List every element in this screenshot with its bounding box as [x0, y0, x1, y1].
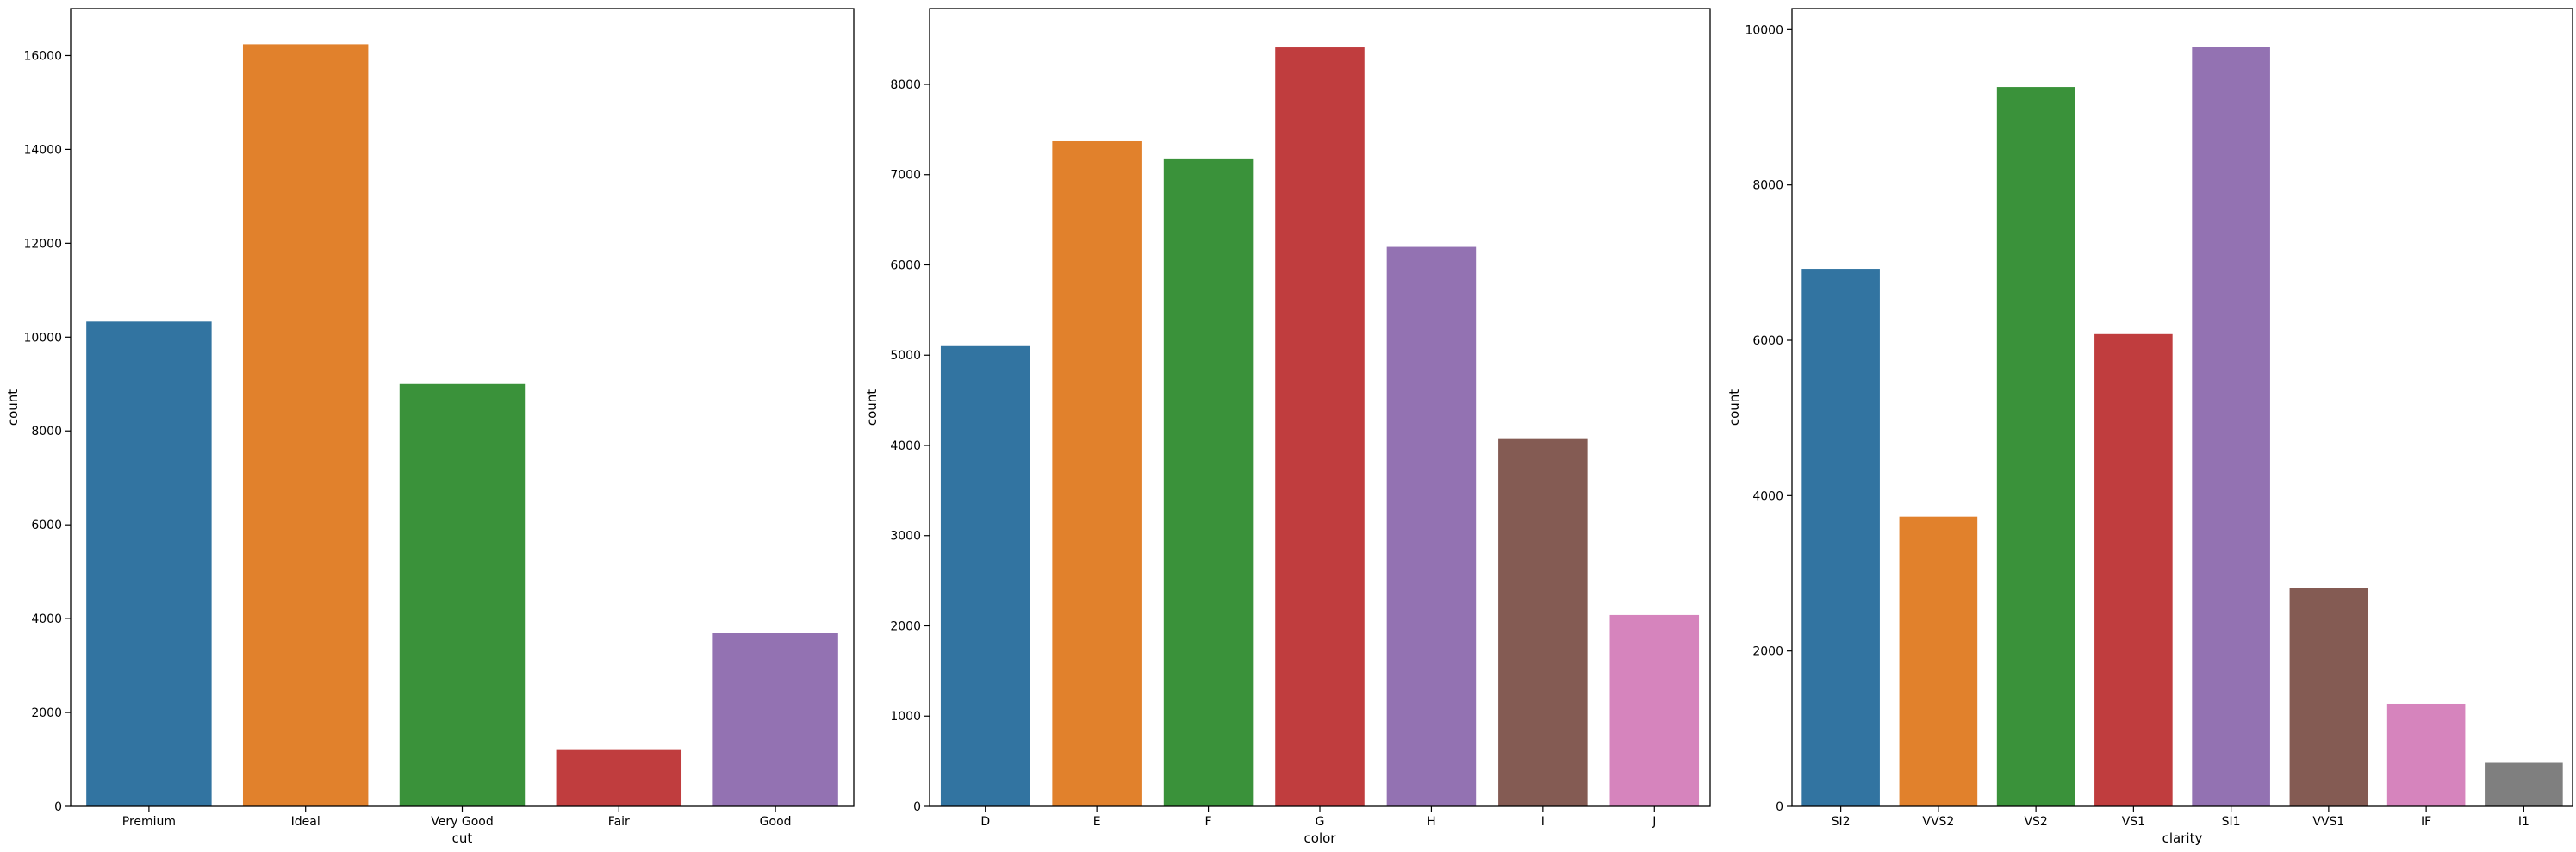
y-axis-label: count — [5, 389, 21, 426]
x-tick-label: D — [980, 815, 990, 829]
y-tick-label: 2000 — [890, 619, 921, 633]
y-tick-label: 6000 — [31, 519, 62, 532]
y-tick-label: 8000 — [890, 78, 921, 92]
x-axis-label: cut — [452, 830, 473, 846]
y-tick-label: 0 — [1776, 800, 1783, 814]
bar-H — [1386, 246, 1477, 807]
bar-IF — [2386, 703, 2466, 806]
y-tick-label: 2000 — [1752, 645, 1783, 659]
y-tick-label: 12000 — [23, 237, 62, 251]
y-tick-label: 16000 — [23, 49, 62, 63]
x-tick-label: J — [1652, 815, 1656, 829]
x-tick-label: Very Good — [431, 815, 493, 829]
y-tick-label: 5000 — [890, 349, 921, 363]
x-tick-label: G — [1316, 815, 1325, 829]
y-tick-label: 0 — [913, 800, 921, 814]
subplot-cut: Premium Ideal Very Good Fair Good 0 2000 4000 60… — [5, 8, 855, 846]
bar-SI1 — [2192, 47, 2270, 807]
subplot-clarity: SI2 VVS2 VS2 VS1 SI1 VVS1 IF I1 0 2000 4000 6000 800… — [1727, 8, 2573, 846]
bar-D — [940, 345, 1030, 806]
x-tick-label: I — [1541, 815, 1545, 829]
x-tick-label: I1 — [2518, 815, 2529, 829]
y-tick-label: 0 — [54, 800, 62, 814]
subplot-color: D E F G H I J 0 1000 2000 3000 4000 5000 6000 7000 8000… — [864, 8, 1711, 846]
x-tick-label: H — [1427, 815, 1436, 829]
bar-I1 — [2485, 762, 2563, 806]
bar-I — [1498, 438, 1588, 806]
bar-J — [1609, 614, 1700, 806]
y-tick-label: 6000 — [1752, 334, 1783, 348]
bar-Fair — [556, 749, 682, 806]
x-tick-label: VS1 — [2122, 815, 2145, 829]
x-axis-label: color — [1304, 830, 1337, 846]
axes-frame — [1791, 8, 2573, 807]
bar-G — [1275, 47, 1365, 807]
x-tick-label: Premium — [122, 815, 176, 829]
x-tick-label: IF — [2421, 815, 2431, 829]
x-tick-label: SI1 — [2222, 815, 2241, 829]
y-tick-label: 2000 — [31, 706, 62, 720]
x-tick-label: F — [1205, 815, 1212, 829]
bar-VS2 — [1996, 87, 2075, 806]
y-tick-label: 10000 — [1745, 23, 1783, 37]
x-tick-label: Ideal — [291, 815, 320, 829]
y-axis-label: count — [864, 389, 880, 426]
x-tick-label: E — [1093, 815, 1101, 829]
bar-F — [1163, 158, 1254, 807]
bar-VVS2 — [1899, 516, 1978, 806]
y-axis-label: count — [1727, 389, 1742, 426]
y-tick-label: 8000 — [1752, 179, 1783, 193]
bar-VVS1 — [2289, 588, 2368, 806]
bar-Ideal — [242, 44, 369, 807]
y-tick-label: 8000 — [31, 425, 62, 438]
y-tick-label: 4000 — [31, 613, 62, 626]
x-tick-label: VS2 — [2024, 815, 2047, 829]
y-tick-label: 4000 — [890, 439, 921, 453]
x-tick-label: VVS2 — [1922, 815, 1954, 829]
bar-VS1 — [2094, 333, 2173, 806]
x-tick-label: Fair — [608, 815, 630, 829]
bar-SI2 — [1801, 269, 1880, 806]
y-tick-label: 14000 — [23, 143, 62, 157]
bar-Good — [712, 633, 838, 806]
y-tick-label: 10000 — [23, 331, 62, 345]
bar-E — [1052, 140, 1142, 807]
y-tick-label: 1000 — [890, 710, 921, 724]
x-tick-label: Good — [760, 815, 792, 829]
bar-Very Good — [399, 383, 526, 806]
x-tick-label: VVS1 — [2312, 815, 2344, 829]
y-tick-label: 4000 — [1752, 489, 1783, 503]
bar-Premium — [86, 321, 212, 806]
y-tick-label: 3000 — [890, 530, 921, 544]
y-tick-label: 6000 — [890, 258, 921, 272]
x-axis-label: clarity — [2162, 830, 2203, 846]
y-tick-label: 7000 — [890, 169, 921, 183]
x-tick-label: SI2 — [1832, 815, 1851, 829]
